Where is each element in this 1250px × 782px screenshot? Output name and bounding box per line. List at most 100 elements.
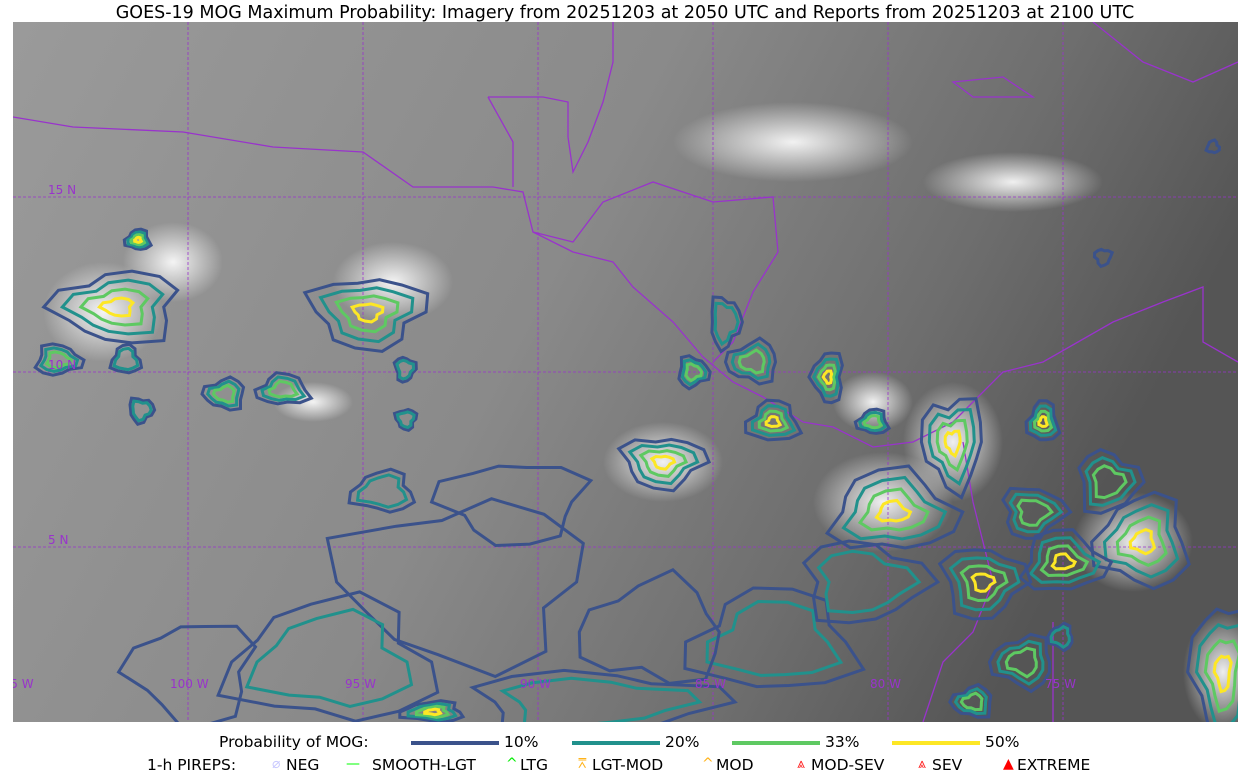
caret-icon: ^ bbox=[506, 756, 518, 772]
pirep-label: SEV bbox=[932, 756, 963, 774]
mog-contour bbox=[122, 227, 154, 251]
mog-contour bbox=[406, 701, 458, 722]
mog-contour bbox=[1186, 607, 1238, 722]
mog-contour bbox=[919, 397, 983, 500]
mog-contour bbox=[112, 346, 140, 372]
mog-contour bbox=[1203, 638, 1238, 713]
mog-contour bbox=[723, 336, 778, 386]
mog-contour bbox=[1039, 544, 1090, 578]
mog-contour bbox=[959, 691, 984, 712]
mog-contour bbox=[857, 487, 930, 532]
mog-contour bbox=[987, 632, 1052, 694]
mog-contour bbox=[414, 704, 451, 719]
mog-contour bbox=[211, 383, 236, 404]
mog-contour bbox=[349, 302, 385, 324]
mog-contour bbox=[943, 429, 962, 459]
mog-contour bbox=[1204, 138, 1221, 155]
lon-label: 105 W bbox=[13, 677, 34, 691]
pirep-label: LGT-MOD bbox=[592, 756, 664, 774]
satellite-map: 105 W 100 W 95 W 90 W 85 W 80 W 75 W 15 N 10 N 5 … bbox=[13, 22, 1238, 722]
neg-icon: ⌀ bbox=[272, 756, 281, 772]
mog-contour bbox=[108, 342, 144, 375]
double-caret-bar-icon: ⩓ bbox=[797, 756, 805, 772]
mog-contour bbox=[395, 410, 416, 430]
mog-contour bbox=[1046, 621, 1074, 653]
lon-label: 80 W bbox=[870, 677, 901, 691]
mog-contour bbox=[128, 396, 157, 427]
mog-contour bbox=[764, 415, 783, 429]
map-title: GOES-19 MOG Maximum Probability: Imagery… bbox=[115, 3, 1135, 23]
lon-label: 95 W bbox=[345, 677, 376, 691]
mog-contour bbox=[948, 682, 993, 719]
mog-contour bbox=[821, 369, 834, 385]
mog-contour bbox=[398, 699, 466, 722]
mog-contour bbox=[334, 294, 400, 334]
mog-contour bbox=[1032, 409, 1054, 433]
mog-contour bbox=[935, 418, 969, 473]
mog-contour bbox=[710, 295, 744, 354]
mog-contour bbox=[1212, 654, 1233, 694]
probability-swatch bbox=[892, 741, 980, 745]
mog-contour bbox=[737, 348, 766, 375]
mog-contour bbox=[1090, 490, 1191, 591]
mog-contour bbox=[1004, 646, 1038, 679]
lon-label: 75 W bbox=[1045, 677, 1076, 691]
pirep-label: NEG bbox=[286, 756, 320, 774]
mog-contour bbox=[1028, 536, 1102, 584]
mog-contour bbox=[116, 624, 258, 722]
mog-contour bbox=[959, 564, 1009, 603]
mog-contour bbox=[97, 296, 136, 318]
lon-label: 90 W bbox=[520, 677, 551, 691]
mog-contour bbox=[1017, 528, 1114, 591]
mog-contour bbox=[743, 398, 804, 442]
mog-contour bbox=[38, 346, 80, 373]
filled-triangle-icon: ▲ bbox=[1003, 756, 1014, 772]
mog-contour bbox=[499, 676, 703, 722]
mog-contour bbox=[33, 342, 86, 377]
mog-contour bbox=[1016, 498, 1054, 527]
mog-contour bbox=[200, 375, 246, 412]
mog-contour bbox=[325, 497, 585, 679]
mog-contour bbox=[1037, 415, 1049, 428]
caret-icon: ^ bbox=[702, 756, 714, 772]
mog-contour bbox=[811, 357, 841, 398]
lat-label: 15 N bbox=[48, 183, 76, 197]
mog-contour bbox=[649, 454, 677, 471]
line-icon: — bbox=[346, 756, 360, 772]
mog-contour bbox=[1024, 399, 1062, 442]
mog-contour bbox=[44, 350, 73, 370]
pirep-label: EXTREME bbox=[1017, 756, 1091, 774]
mog-contour bbox=[680, 358, 708, 387]
mog-contour bbox=[253, 371, 314, 406]
mog-contour bbox=[244, 607, 414, 708]
mog-contour bbox=[807, 351, 844, 405]
mog-contour bbox=[1028, 404, 1058, 437]
lat-label: 5 N bbox=[48, 533, 68, 547]
mog-contour bbox=[347, 467, 417, 514]
mog-contour bbox=[927, 408, 976, 486]
caret-bar-icon: ⩞ bbox=[578, 756, 587, 772]
mog-contour bbox=[302, 278, 430, 353]
mog-contour bbox=[1084, 456, 1137, 507]
mog-contour bbox=[355, 473, 409, 509]
lon-label: 85 W bbox=[695, 677, 726, 691]
lon-label: 100 W bbox=[170, 677, 209, 691]
mog-contour bbox=[853, 407, 892, 435]
mog-contour bbox=[429, 464, 594, 548]
mog-contour bbox=[78, 287, 150, 327]
mog-contour bbox=[757, 409, 790, 433]
probability-label: 10% bbox=[504, 733, 539, 751]
mog-contour bbox=[131, 399, 153, 423]
mog-contour bbox=[469, 668, 738, 722]
mog-contour bbox=[392, 407, 419, 432]
mog-contour bbox=[627, 443, 700, 486]
mog-contour bbox=[816, 363, 837, 392]
mog-contour bbox=[1115, 515, 1168, 567]
mog-contour bbox=[730, 342, 772, 381]
pirep-label: LTG bbox=[520, 756, 548, 774]
mog-contour bbox=[1077, 447, 1146, 515]
mog-contour bbox=[1102, 503, 1180, 579]
mog-contour bbox=[577, 568, 721, 685]
probability-label: 20% bbox=[665, 733, 700, 751]
mog-contour bbox=[267, 379, 300, 399]
